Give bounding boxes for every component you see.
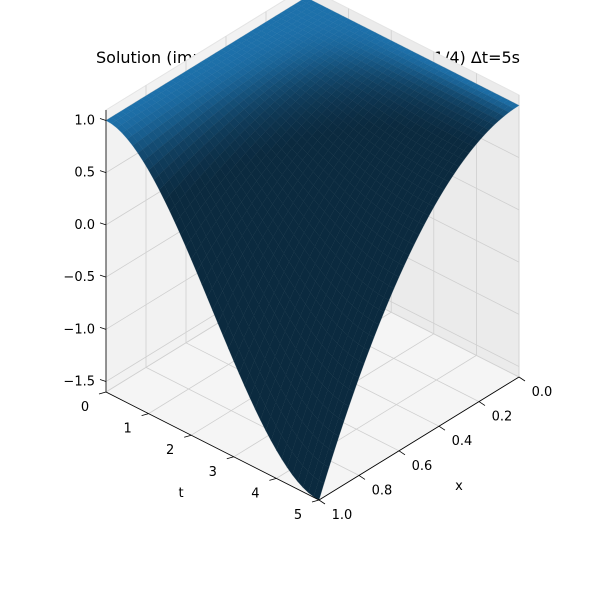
t-axis-tick [184, 434, 192, 438]
z-axis-tick [99, 118, 107, 121]
t-axis-tick [226, 456, 234, 460]
z-axis-tick [99, 274, 107, 278]
z-axis-tick [99, 326, 107, 330]
t-axis-tick [269, 478, 277, 481]
t-axis-tick [141, 413, 149, 416]
z-axis-tick [99, 170, 107, 174]
z-axis-tick-label: 1.0 [74, 113, 95, 128]
axes: 0.0 0.2 0.4 0.6 0.8 1.0 0 1 2 3 4 5 1.0 0.5 0.0 −0.5 −1.… [63, 110, 552, 523]
x-axis-tick-label: 1.0 [332, 508, 353, 523]
x-axis-tick-label: 0.6 [412, 459, 433, 474]
x-axis-tick-label: 0.0 [532, 385, 553, 400]
t-axis-tick-label: 1 [123, 422, 131, 437]
x-axis-tick [398, 450, 406, 456]
z-axis-tick-label: −1.0 [63, 322, 95, 337]
t-axis-tick-label: 3 [209, 465, 217, 480]
t-axis-tick [311, 499, 320, 503]
x-axis-tick-label: 0.2 [492, 410, 513, 425]
x-axis-line [105, 391, 320, 501]
t-axis-tick-label: 5 [294, 508, 302, 523]
t-axis-tick-label: 2 [166, 443, 174, 458]
x-axis-label: x [455, 479, 463, 494]
x-axis-tick [438, 425, 446, 431]
z-axis-tick-label: −0.5 [63, 270, 95, 285]
x-axis-tick-label: 0.8 [372, 483, 393, 498]
z-axis-tick-label: 0.0 [74, 218, 95, 233]
z-axis-tick [99, 379, 107, 382]
z-axis-tick-label: 0.5 [74, 166, 95, 181]
t-axis-tick-label: 4 [251, 486, 259, 501]
x-axis-tick [318, 499, 326, 505]
surface-mesh [105, 0, 520, 501]
x-axis-tick-label: 0.4 [452, 434, 473, 449]
x-axis-tick [478, 401, 486, 406]
z-axis-tick [99, 222, 107, 226]
t-axis-label: t [178, 486, 183, 501]
t-axis-tick [98, 391, 107, 395]
x-axis-tick [518, 376, 526, 382]
t-axis-tick-label: 0 [81, 400, 89, 415]
x-axis-tick [358, 475, 366, 480]
x-axis-line [318, 376, 520, 501]
z-axis-tick-label: −1.5 [63, 375, 95, 390]
